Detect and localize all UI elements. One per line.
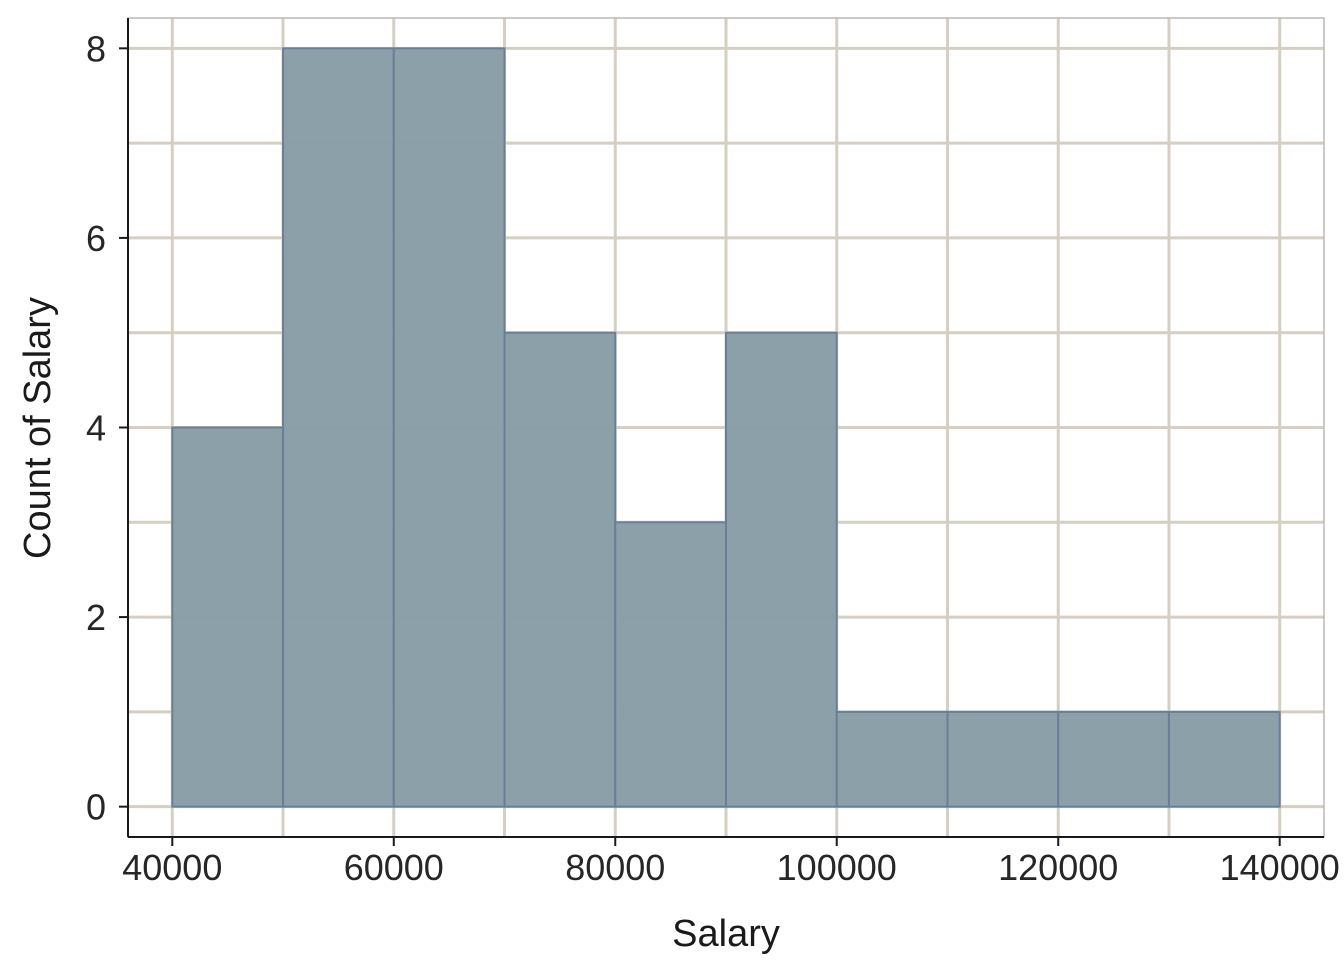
x-tick-label: 40000 — [122, 847, 222, 888]
histogram-bar — [614, 521, 728, 808]
histogram-bar — [392, 47, 506, 808]
y-axis-title: Count of Salary — [17, 297, 59, 559]
axis-ticks: 40000 60000 80000 100000 120000 140000 0 2 4 6 8 — [86, 28, 1340, 888]
histogram-bar — [946, 710, 1060, 808]
histogram-bars — [171, 47, 1281, 808]
histogram-bar — [171, 426, 285, 808]
histogram-bar — [835, 710, 949, 808]
x-tick-label: 140000 — [1220, 847, 1340, 888]
x-axis-title: Salary — [672, 913, 780, 955]
y-tick-label: 8 — [86, 28, 106, 69]
x-tick-label: 60000 — [344, 847, 444, 888]
y-tick-label: 6 — [86, 218, 106, 259]
y-tick-label: 2 — [86, 597, 106, 638]
x-tick-label: 120000 — [998, 847, 1118, 888]
histogram-bar — [1057, 710, 1170, 808]
y-tick-label: 0 — [86, 787, 106, 828]
histogram-bar — [725, 331, 838, 808]
y-tick-label: 4 — [86, 408, 106, 449]
histogram-bar — [503, 331, 617, 808]
histogram-bar — [1167, 710, 1281, 808]
histogram-bar — [282, 47, 395, 808]
x-tick-label: 100000 — [777, 847, 897, 888]
x-tick-label: 80000 — [565, 847, 665, 888]
